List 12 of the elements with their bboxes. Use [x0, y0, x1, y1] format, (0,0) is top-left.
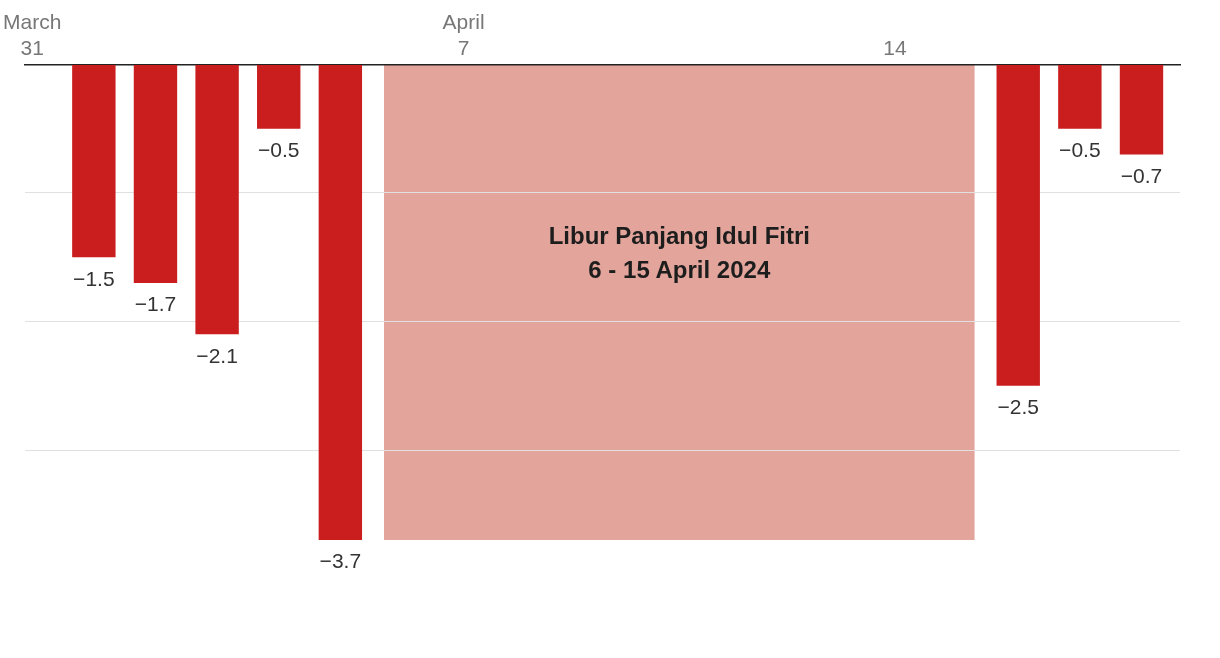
x-tick-label: 14: [883, 35, 907, 59]
data-label: −0.5: [1059, 137, 1101, 161]
data-label: −0.7: [1120, 163, 1163, 187]
data-label: −1.5: [73, 266, 115, 290]
data-label: −1.7: [134, 292, 177, 316]
data-label: −2.5: [997, 395, 1039, 419]
x-tick-label: March 31: [3, 10, 62, 59]
data-label: −2.1: [196, 343, 238, 367]
data-label: −0.5: [257, 137, 300, 161]
data-label: −3.7: [319, 549, 362, 573]
x-tick-label: April 7: [442, 10, 485, 59]
band-label: Libur Panjang Idul Fitri 6 - 15 April 2024: [548, 222, 810, 284]
